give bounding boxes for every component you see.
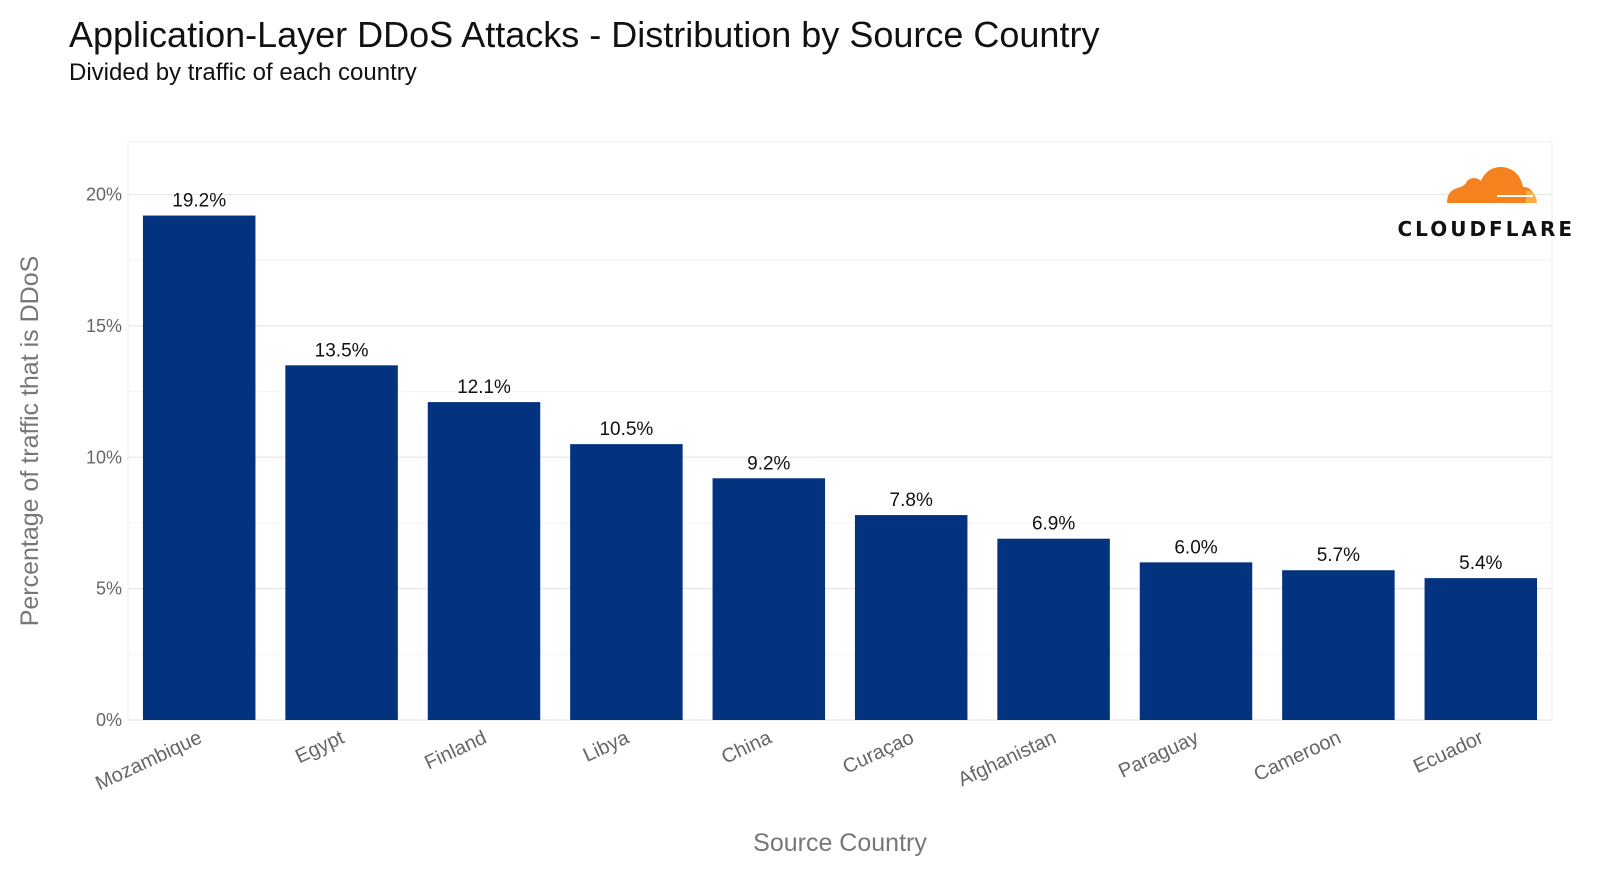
x-tick-label: Cameroon: [1251, 727, 1345, 786]
y-axis-title: Percentage of traffic that is DDoS: [16, 256, 44, 627]
x-tick-label: China: [718, 726, 775, 768]
cloudflare-wordmark: CLOUDFLARE: [1397, 217, 1575, 241]
data-label: 6.0%: [1174, 537, 1217, 558]
bar: [1139, 562, 1253, 720]
data-label: 13.5%: [315, 340, 369, 361]
x-tick-label: Libya: [580, 726, 633, 767]
data-label: 19.2%: [172, 191, 226, 212]
bar: [1282, 570, 1395, 720]
y-tick-label: 20%: [86, 185, 122, 205]
data-label: 5.7%: [1317, 545, 1360, 566]
x-tick-label: Afghanistan: [955, 727, 1060, 792]
x-tick-label: Egypt: [292, 726, 348, 768]
bar: [427, 402, 541, 720]
y-tick-label: 0%: [96, 710, 122, 730]
x-tick-label: Mozambique: [92, 727, 205, 795]
x-axis-title: Source Country: [753, 829, 927, 857]
data-label: 9.2%: [747, 453, 790, 474]
x-tick-label: Paraguay: [1115, 727, 1202, 783]
bar: [1424, 578, 1538, 720]
x-tick-label: Ecuador: [1410, 726, 1487, 778]
x-tick-label: Curaçao: [839, 727, 917, 779]
data-label: 6.9%: [1032, 514, 1075, 535]
bar: [285, 365, 398, 720]
bar: [854, 515, 968, 720]
data-label: 10.5%: [599, 419, 653, 440]
bar: [142, 215, 256, 720]
cloudflare-cloud-icon: [1447, 167, 1537, 203]
y-tick-label: 5%: [96, 579, 122, 599]
bar: [712, 478, 826, 720]
data-label: 7.8%: [890, 490, 933, 511]
data-label: 5.4%: [1459, 553, 1502, 574]
data-label: 12.1%: [457, 377, 511, 398]
x-tick-label: Finland: [421, 727, 490, 775]
y-tick-label: 15%: [86, 316, 122, 336]
chart-subtitle: Divided by traffic of each country: [69, 59, 417, 86]
bar: [997, 538, 1110, 720]
y-tick-label: 10%: [86, 447, 122, 467]
bar: [570, 444, 683, 720]
cloudflare-logo: CLOUDFLARE: [1385, 165, 1575, 245]
chart-title: Application-Layer DDoS Attacks - Distrib…: [69, 14, 1100, 55]
